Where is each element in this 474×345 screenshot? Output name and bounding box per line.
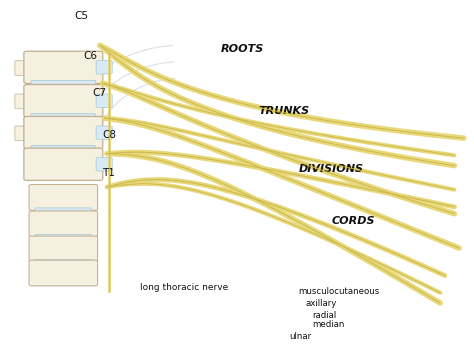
Text: C8: C8 [102,130,116,140]
FancyBboxPatch shape [24,51,103,83]
Text: long thoracic nerve: long thoracic nerve [140,283,228,292]
FancyBboxPatch shape [15,61,29,76]
FancyBboxPatch shape [35,234,91,241]
Text: T1: T1 [102,168,115,177]
Text: DIVISIONS: DIVISIONS [299,164,364,174]
FancyBboxPatch shape [24,117,103,149]
FancyBboxPatch shape [31,80,96,90]
FancyBboxPatch shape [29,185,98,210]
FancyBboxPatch shape [24,85,103,117]
FancyBboxPatch shape [96,126,112,139]
FancyBboxPatch shape [96,94,112,107]
Text: C5: C5 [74,11,88,21]
FancyBboxPatch shape [96,158,112,171]
FancyBboxPatch shape [29,211,98,237]
FancyBboxPatch shape [35,208,91,215]
FancyBboxPatch shape [31,114,96,124]
Text: median: median [313,320,345,329]
Text: musculocutaneous: musculocutaneous [299,287,380,296]
FancyBboxPatch shape [29,260,98,286]
Text: radial: radial [313,310,337,319]
FancyBboxPatch shape [24,148,103,180]
Text: C7: C7 [93,88,107,98]
FancyBboxPatch shape [15,126,29,141]
Text: TRUNKS: TRUNKS [258,106,310,116]
FancyBboxPatch shape [96,61,112,74]
FancyBboxPatch shape [29,236,98,262]
Text: C6: C6 [83,51,97,61]
Text: CORDS: CORDS [331,216,375,226]
Text: axillary: axillary [306,299,337,308]
FancyBboxPatch shape [35,259,91,266]
FancyBboxPatch shape [15,94,29,109]
FancyBboxPatch shape [31,146,96,155]
Text: ROOTS: ROOTS [220,44,264,54]
Text: ulnar: ulnar [289,332,311,341]
